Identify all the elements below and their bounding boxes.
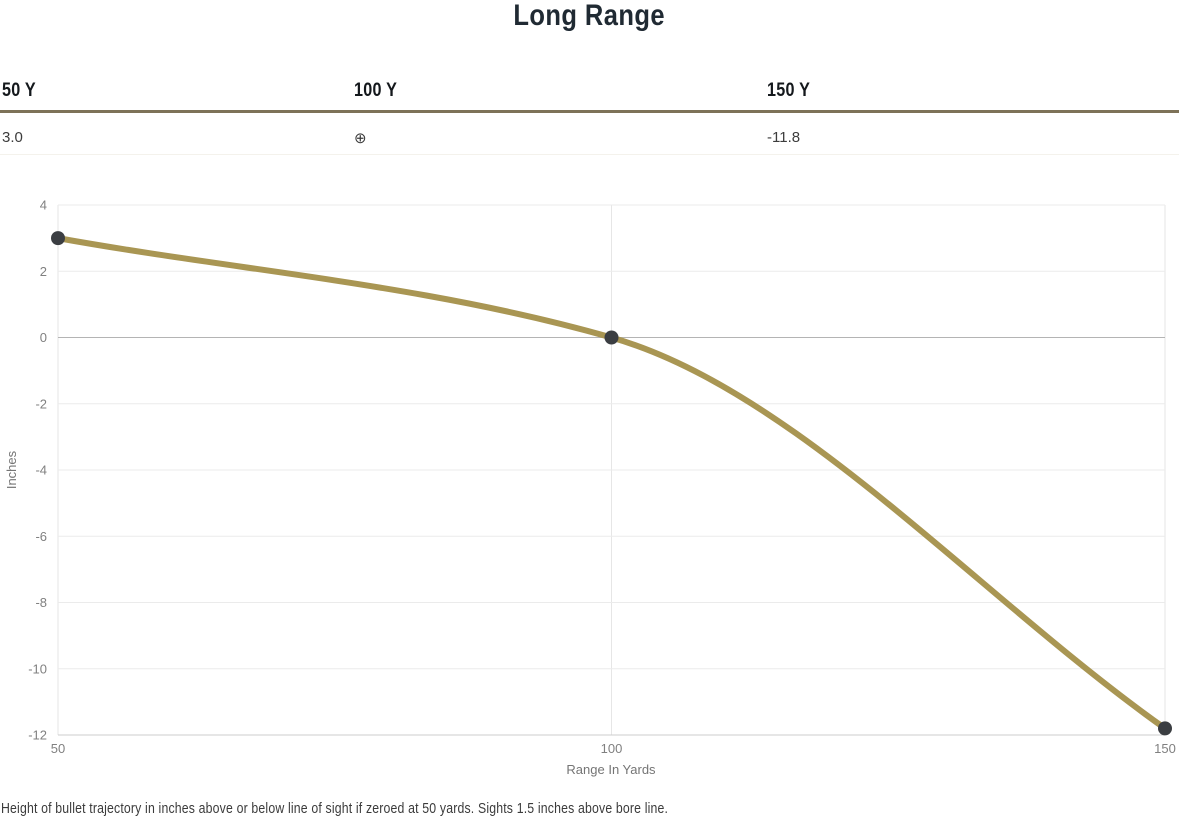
summary-value-150y: -11.8 [767, 129, 801, 146]
page-title: Long Range [0, 0, 1179, 34]
data-point-50y[interactable] [51, 231, 65, 246]
page-title-text: Long Range [513, 0, 666, 32]
y-tick-label: -8 [35, 595, 47, 610]
x-axis-title: Range In Yards [566, 762, 656, 777]
data-point-150y[interactable] [1158, 721, 1172, 736]
y-tick-label: 4 [40, 198, 47, 213]
chart-footnote: Height of bullet trajectory in inches ab… [1, 800, 669, 817]
y-tick-label: 0 [40, 330, 47, 345]
summary-value-50y: 3.0 [2, 129, 23, 146]
x-tick-label: 50 [51, 741, 65, 756]
trajectory-line [55, 235, 1168, 732]
summary-header-150y: 150 Y [767, 80, 811, 101]
data-point-100y[interactable] [604, 330, 619, 345]
y-tick-label: -2 [35, 396, 47, 411]
trajectory-chart: Inches Range In Yards 50 100 150 4 2 0 -2 -4 -6 -… [0, 190, 1179, 790]
summary-values-row: 3.0 ⊕ -11.8 [0, 113, 1179, 155]
x-tick-label: 100 [601, 741, 623, 756]
y-tick-label: -10 [28, 661, 47, 676]
y-tick-label: 2 [40, 264, 47, 279]
summary-header-100y: 100 Y [354, 80, 398, 101]
x-tick-label: 150 [1154, 741, 1176, 756]
y-tick-label: -12 [28, 728, 47, 743]
y-axis-title: Inches [4, 450, 19, 489]
zero-crosshair-icon: ⊕ [354, 130, 367, 147]
summary-header-50y: 50 Y [2, 80, 36, 101]
summary-divider [0, 110, 1179, 113]
trajectory-chart-svg: Inches Range In Yards 50 100 150 4 2 0 -2 -4 -6 -… [4, 198, 1176, 778]
y-tick-label: -6 [35, 529, 47, 544]
y-tick-label: -4 [35, 463, 47, 478]
